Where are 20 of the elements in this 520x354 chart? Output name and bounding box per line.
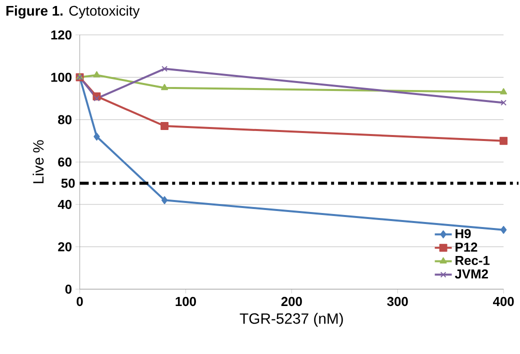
y-tick-label: 20	[58, 242, 72, 252]
y-axis-title: Live %	[32, 140, 44, 184]
y-tick-label: 0	[65, 284, 72, 294]
x-tick-label: 0	[76, 296, 83, 306]
x-tick-label: 100	[176, 296, 196, 306]
y-tick-label: 60	[58, 157, 72, 167]
x-axis-title: TGR-5237 (nM)	[240, 312, 343, 327]
x-tick-label: 300	[387, 296, 408, 306]
legend-label: JVM2	[454, 269, 488, 279]
chart-title: Figure 1. Cytotoxicity	[6, 5, 140, 19]
legend-label: Rec-1	[456, 256, 490, 266]
y-tick-label: 40	[58, 200, 72, 209]
ref-line-label: 50	[61, 178, 75, 188]
y-tick-label: 80	[58, 115, 72, 124]
y-tick-label: 120	[51, 30, 72, 40]
y-tick-label: 100	[51, 72, 72, 82]
legend-label: H9	[456, 229, 471, 238]
legend-label: P12	[456, 242, 478, 252]
x-tick-label: 200	[281, 296, 302, 306]
x-tick-label: 400	[492, 296, 514, 306]
